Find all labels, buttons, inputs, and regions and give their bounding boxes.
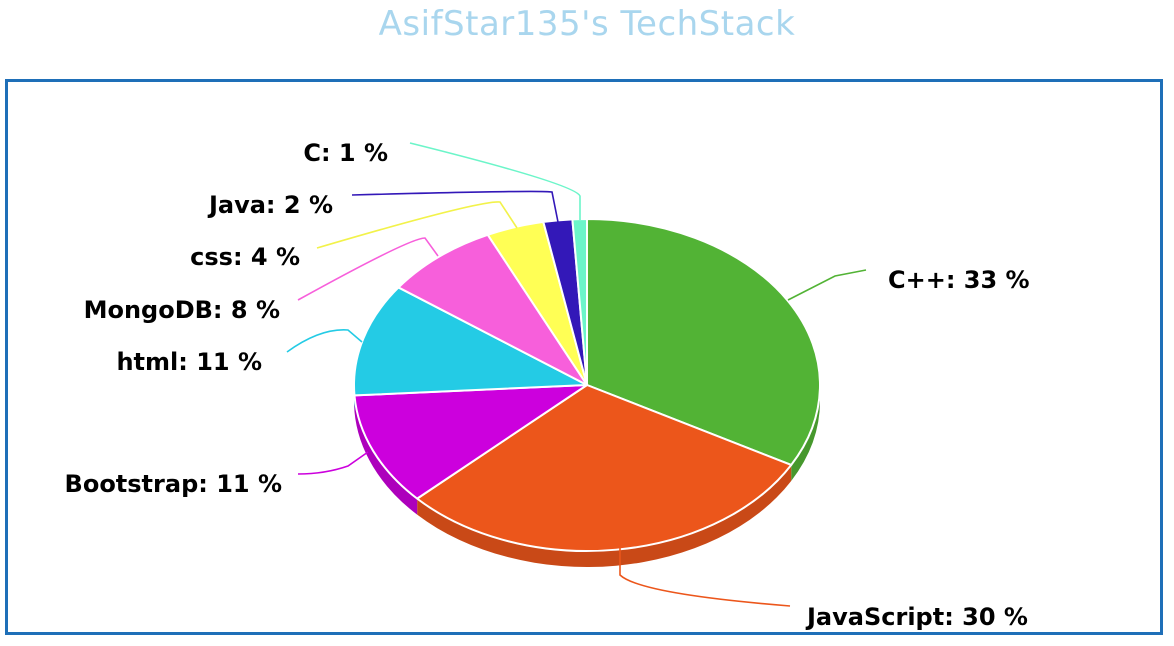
label-c: C: 1 % (303, 139, 388, 167)
label-html: html: 11 % (116, 348, 262, 376)
connector-css (316, 201, 518, 249)
slice-bootstrap[interactable] (353, 384, 588, 500)
slice-side-javascript (417, 464, 792, 567)
label-c: C++: 33 % (888, 266, 1030, 294)
connector-bootstrap (297, 451, 369, 475)
connector-java (351, 190, 559, 223)
slice-javascript[interactable] (416, 384, 793, 552)
label-bootstrap: Bootstrap: 11 % (65, 470, 282, 498)
chart-title: AsifStar135's TechStack (378, 4, 796, 44)
chart-frame (5, 79, 1163, 635)
connector-javascript (619, 548, 791, 607)
connector-mongodb (297, 237, 439, 301)
slice-mongodb[interactable] (397, 233, 588, 386)
label-javascript: JavaScript: 30 % (805, 603, 1028, 631)
label-java: Java: 2 % (207, 191, 333, 219)
connector-html (286, 329, 363, 353)
slice-side-c (791, 385, 820, 481)
slice-c[interactable] (586, 218, 821, 466)
slice-side-bootstrap (354, 395, 418, 515)
label-mongodb: MongoDB: 8 % (84, 296, 280, 324)
label-css: css: 4 % (190, 243, 300, 271)
connector-c (787, 269, 867, 301)
slice-html[interactable] (353, 286, 588, 397)
pie-top-group (353, 218, 821, 552)
connector-c (409, 142, 581, 220)
